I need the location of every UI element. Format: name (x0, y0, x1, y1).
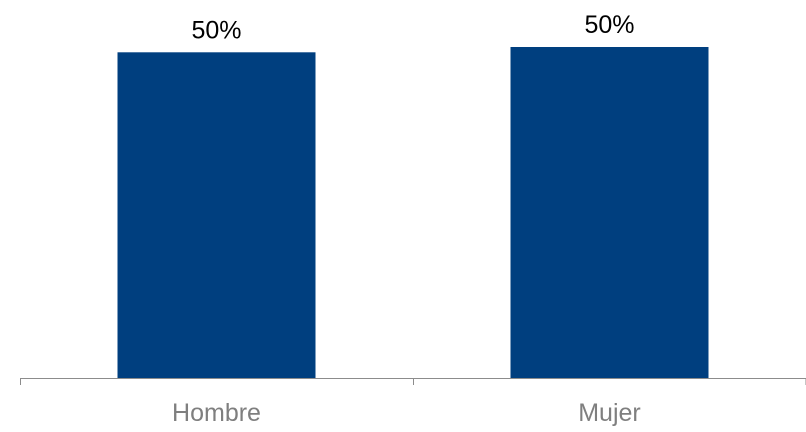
bar-mujer (510, 47, 709, 378)
category-label-hombre: Hombre (172, 399, 261, 427)
category-labels-group: Hombre Mujer (172, 399, 641, 427)
data-label-hombre: 50% (191, 16, 241, 44)
bar-hombre (117, 52, 316, 379)
value-labels-group: 50% 50% (191, 11, 634, 44)
data-label-mujer: 50% (584, 11, 634, 39)
bars-group (117, 47, 709, 379)
x-axis (20, 378, 806, 385)
category-label-mujer: Mujer (578, 399, 641, 427)
